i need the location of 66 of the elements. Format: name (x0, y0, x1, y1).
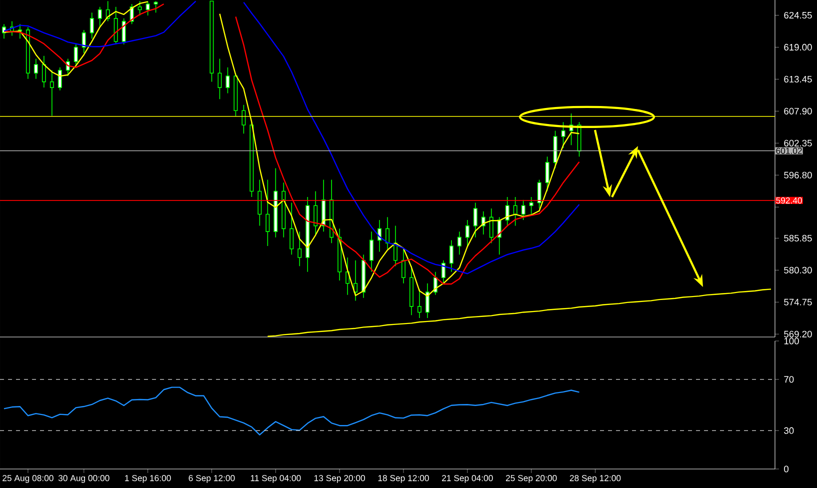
candlestick (473, 202, 478, 238)
x-tick-label: 18 Sep 12:00 (378, 475, 429, 483)
candlestick (370, 231, 374, 272)
candlestick (226, 66, 230, 94)
candlestick (298, 231, 302, 267)
candlestick (401, 248, 406, 284)
candlestick (234, 72, 238, 117)
candlestick (457, 231, 462, 256)
candlestick (537, 179, 542, 209)
candlestick (242, 104, 246, 134)
candlestick (545, 156, 550, 192)
x-tick-label: 6 Sep 12:00 (188, 475, 235, 483)
candlestick (330, 179, 334, 244)
y-tick-label: 619.00 (784, 44, 812, 51)
candlestick (274, 168, 278, 238)
candlestick (306, 196, 310, 272)
candlestick (409, 266, 414, 316)
x-tick-label: 1 Sep 16:00 (125, 475, 171, 483)
candlestick (441, 260, 446, 284)
y-tick-label: 0 (784, 466, 789, 472)
candlestick (218, 58, 222, 100)
x-tick-label: 30 Aug 00:00 (58, 475, 110, 483)
candlestick (258, 179, 262, 226)
y-tick-label: 596.80 (784, 172, 812, 178)
x-tick-label: 25 Aug 08:00 (2, 475, 54, 483)
y-tick-label: 574.75 (784, 298, 812, 306)
ref-line-label: 601.02 (776, 148, 802, 154)
x-tick-label: 13 Sep 20:00 (314, 475, 365, 483)
y-tick-label: 607.90 (784, 108, 812, 114)
candlestick (354, 260, 358, 302)
candlestick (26, 26, 30, 80)
x-tick-label: 21 Sep 04:00 (442, 475, 493, 483)
candlestick (465, 220, 470, 246)
candlestick (50, 70, 54, 116)
candlestick (58, 66, 62, 91)
candlestick (90, 12, 94, 39)
y-tick-label: 624.55 (784, 12, 812, 19)
candlestick (314, 190, 318, 235)
x-tick-label: 11 Sep 04:00 (250, 475, 301, 483)
x-tick-label: 25 Sep 20:00 (506, 475, 557, 483)
candlestick (322, 179, 326, 232)
ref-line-label: 592.40 (776, 197, 802, 204)
candlestick (42, 55, 46, 88)
candlestick (290, 202, 294, 256)
candlestick (449, 240, 454, 272)
y-tick-label: 30 (784, 427, 794, 434)
y-tick-label: 613.45 (784, 76, 812, 82)
y-tick-label: 569.20 (784, 330, 812, 338)
candlestick (362, 254, 366, 298)
candlestick (521, 199, 526, 220)
candlestick (34, 58, 38, 80)
y-tick-label: 585.85 (784, 234, 812, 242)
candlestick (250, 122, 254, 198)
y-tick-label: 602.35 (784, 140, 812, 146)
y-tick-label: 70 (784, 376, 794, 383)
x-tick-label: 28 Sep 12:00 (570, 475, 621, 483)
candlestick (417, 288, 422, 318)
candlestick (114, 6, 118, 45)
y-tick-label: 580.30 (784, 266, 812, 274)
candlestick (425, 283, 430, 318)
candlestick (98, 6, 102, 28)
candlestick (282, 182, 286, 238)
candlestick (489, 208, 494, 244)
y-tick-label: 100 (784, 338, 799, 344)
candlestick (74, 44, 78, 65)
candlestick (122, 18, 126, 45)
